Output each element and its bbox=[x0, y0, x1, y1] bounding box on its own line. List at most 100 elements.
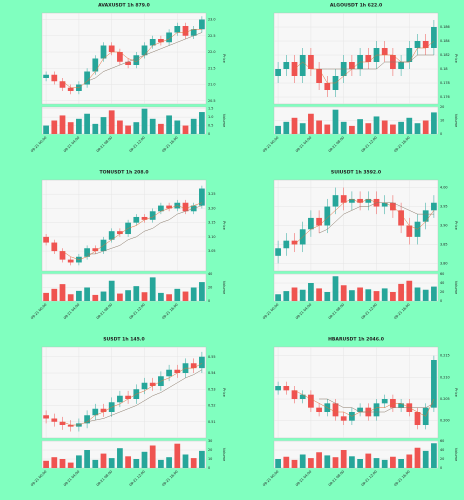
x-tick-label: 09-21 16:00 bbox=[161, 303, 178, 320]
candle-body bbox=[324, 83, 331, 90]
volume-bar bbox=[174, 288, 181, 301]
x-tick-label: 09-21 16:00 bbox=[393, 136, 410, 153]
volume-bar bbox=[390, 292, 396, 301]
candle-body bbox=[406, 225, 413, 237]
x-tick-label: 09-21 04:00 bbox=[295, 136, 312, 153]
y-tick-label: 0.210 bbox=[440, 375, 450, 379]
volume-tick-label: 60 bbox=[440, 439, 444, 443]
y-axis-label: Price bbox=[222, 221, 226, 231]
volume-area bbox=[273, 273, 439, 302]
volume-bar bbox=[275, 125, 281, 134]
volume-bar bbox=[199, 450, 205, 468]
candle-body bbox=[149, 211, 156, 220]
volume-axis-label: Volume bbox=[222, 114, 226, 128]
candle-body bbox=[381, 48, 388, 55]
candle-body bbox=[283, 62, 290, 69]
candle-body bbox=[182, 26, 189, 36]
candle-body bbox=[117, 231, 123, 235]
x-tick-label: 09-21 16:00 bbox=[161, 470, 178, 487]
candle-body bbox=[141, 45, 148, 56]
volume-bar bbox=[316, 120, 322, 134]
volume-bar bbox=[100, 291, 107, 301]
candle-body bbox=[199, 356, 205, 369]
volume-bar bbox=[125, 125, 131, 134]
volume-bar bbox=[349, 125, 355, 134]
volume-bar bbox=[398, 121, 404, 134]
candle-body bbox=[340, 416, 347, 421]
candle-body bbox=[166, 369, 172, 377]
candle-body bbox=[190, 363, 197, 369]
volume-bar bbox=[76, 290, 82, 301]
volume-tick-label: 40 bbox=[440, 281, 444, 285]
moving-average-line bbox=[319, 54, 434, 70]
volume-bar bbox=[340, 285, 347, 301]
volume-axis-label: Volume bbox=[454, 448, 458, 462]
candle-body bbox=[299, 394, 306, 399]
y-tick-label: 0.215 bbox=[440, 354, 450, 358]
y-tick-label: 0.182 bbox=[440, 53, 450, 57]
volume-bar bbox=[365, 453, 372, 468]
y-tick-label: 0.184 bbox=[440, 39, 450, 43]
chart-title: ALGOUSDT 1h 622.0 bbox=[330, 3, 382, 9]
volume-bar bbox=[316, 288, 322, 301]
volume-area bbox=[41, 440, 207, 469]
y-tick-label: 23.0 bbox=[208, 18, 216, 22]
volume-bar bbox=[190, 287, 197, 301]
y-tick-label: 21.0 bbox=[208, 83, 216, 87]
plot-area bbox=[273, 346, 439, 439]
y-tick-label: 0.53 bbox=[208, 387, 216, 391]
candle-body bbox=[398, 210, 404, 226]
candle-body bbox=[365, 55, 372, 62]
volume-bar bbox=[166, 294, 172, 301]
volume-bar bbox=[308, 458, 314, 468]
volume-bar bbox=[316, 452, 322, 468]
volume-bar bbox=[59, 284, 66, 301]
volume-bar bbox=[149, 277, 156, 301]
candle-body bbox=[158, 39, 164, 43]
volume-bar bbox=[308, 283, 314, 301]
y-tick-label: 20.5 bbox=[208, 99, 216, 103]
volume-bar bbox=[390, 124, 396, 134]
y-tick-label: 3.20 bbox=[208, 206, 216, 210]
volume-bar bbox=[373, 291, 380, 301]
x-tick-label: 09-21 08:00 bbox=[96, 303, 113, 320]
volume-bar bbox=[299, 289, 306, 301]
candle-body bbox=[166, 32, 172, 43]
x-tick-label: 09-21 12:00 bbox=[360, 303, 377, 320]
x-tick-label: 09-21 08:00 bbox=[96, 136, 113, 153]
candle-body bbox=[299, 55, 306, 76]
volume-bar bbox=[67, 294, 74, 301]
x-tick-label: 09-21 00:00 bbox=[262, 136, 279, 153]
candle-body bbox=[84, 248, 90, 257]
x-tick-label: 09-21 04:00 bbox=[295, 470, 312, 487]
volume-bar bbox=[422, 289, 429, 301]
x-tick-label: 09-21 08:00 bbox=[328, 136, 345, 153]
y-tick-label: 0.186 bbox=[440, 25, 450, 29]
y-tick-label: 3.25 bbox=[208, 192, 216, 196]
candle-body bbox=[117, 395, 123, 403]
volume-bar bbox=[291, 459, 298, 468]
candle-body bbox=[414, 412, 421, 425]
volume-tick-label: 0 bbox=[208, 299, 210, 303]
volume-bar bbox=[324, 292, 331, 301]
x-tick-label: 09-21 16:00 bbox=[393, 470, 410, 487]
y-tick-label: 0.18 bbox=[440, 67, 448, 71]
volume-bar bbox=[100, 117, 107, 134]
volume-bar bbox=[199, 282, 205, 301]
candle-body bbox=[324, 206, 331, 226]
volume-bar bbox=[357, 119, 363, 134]
candle-body bbox=[316, 217, 322, 226]
chart-panel: ALGOUSDT 1h 622.0 0.176 0.178 0.18 0.182 0.18… bbox=[262, 3, 458, 154]
volume-bar bbox=[59, 115, 66, 134]
volume-bar bbox=[275, 294, 281, 301]
candle-body bbox=[166, 205, 172, 209]
volume-axis-label: Volume bbox=[454, 114, 458, 128]
candle-body bbox=[133, 216, 140, 223]
y-axis-label: Price bbox=[222, 388, 226, 398]
candle-body bbox=[67, 425, 74, 427]
volume-axis-label: Volume bbox=[222, 281, 226, 295]
candle-body bbox=[349, 62, 355, 69]
volume-bar bbox=[283, 121, 290, 134]
candle-body bbox=[67, 87, 74, 91]
volume-tick-label: 60 bbox=[440, 272, 444, 276]
